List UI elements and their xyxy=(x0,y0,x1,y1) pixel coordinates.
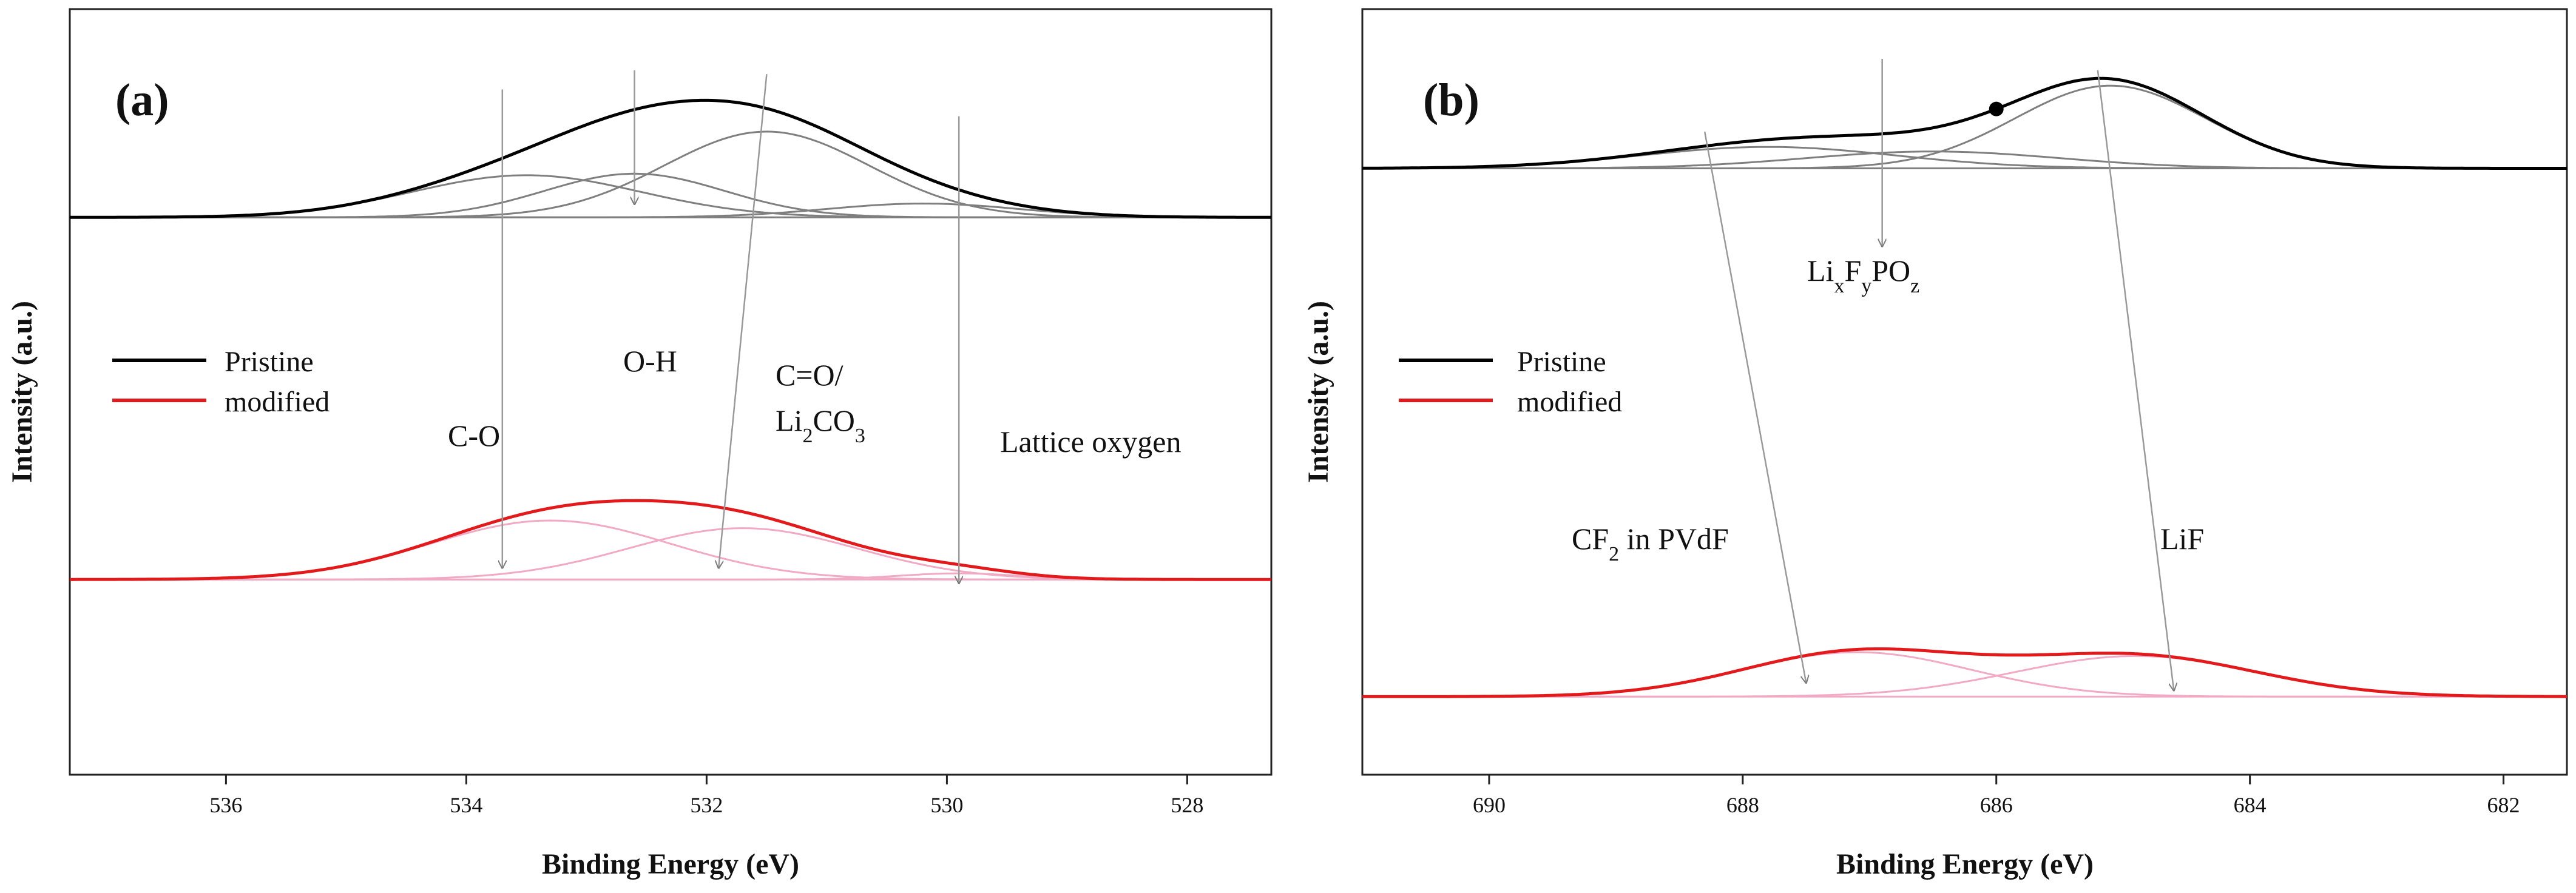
panel-b-envelope-curves xyxy=(1362,76,2567,698)
panel-a-pristine-component-2 xyxy=(70,130,1271,218)
panel-a-x-ticks: 536 534 532 530 528 xyxy=(209,775,1203,817)
panel-a-envelope-curves xyxy=(70,98,1271,581)
panel-b-plot-frame xyxy=(1361,8,2568,776)
panel-b-arrow-1 xyxy=(1703,131,1806,683)
panel-a-annotation-o-h: O-H xyxy=(623,344,677,378)
panel-a-pristine-envelope xyxy=(70,98,1271,219)
panel-b-legend-pristine: Pristine xyxy=(1517,346,1606,378)
panel-b-arrows xyxy=(1703,59,2174,690)
panel-b-modified-envelope xyxy=(1362,647,2567,698)
panel-b-annotation-lif: LiF xyxy=(2160,522,2204,556)
panel-a-pristine-component-1 xyxy=(70,172,1271,218)
panel-b-annotation-cf2-in-pvdf: CF2 in PVdF xyxy=(1572,522,1729,565)
panel-b-modified-component-0 xyxy=(1362,651,2567,698)
panel-a-x-tick-label-536: 536 xyxy=(209,793,242,817)
panel-b-annotation-lixfypoz: LixFyPOz xyxy=(1807,254,1919,297)
panel-a-plot-frame xyxy=(69,8,1273,776)
panel-a-x-tick-label-528: 528 xyxy=(1171,793,1203,817)
panel-a-annotation-lattice-oxygen: Lattice oxygen xyxy=(1000,425,1182,459)
panel-b-x-tick-label-688: 688 xyxy=(1726,793,1759,817)
panel-a-legend-modified: modified xyxy=(225,386,330,418)
panel-a-annotation-li2co3: Li2CO3 xyxy=(776,403,865,447)
panel-a-modified-component-0 xyxy=(70,519,1271,581)
panel-b-chart: 690 688 686 684 682 (b) Pristine modified Li… xyxy=(1302,8,2568,880)
panel-b-x-tick-label-686: 686 xyxy=(1980,793,2013,817)
panel-a-x-tick-label-530: 530 xyxy=(930,793,963,817)
panel-a-pristine-component-0 xyxy=(70,174,1271,218)
panel-a-arrow-2 xyxy=(718,74,768,568)
panel-a-arrows xyxy=(502,70,959,584)
panel-b-x-tick-label-682: 682 xyxy=(2487,793,2520,817)
panel-a-x-tick-label-532: 532 xyxy=(690,793,723,817)
panel-a-x-tick-label-534: 534 xyxy=(450,793,482,817)
panel-a-modified-envelope xyxy=(70,499,1271,581)
panel-b-x-tick-label-690: 690 xyxy=(1473,793,1506,817)
panel-b-pristine-envelope xyxy=(1362,76,2567,170)
panel-a-label: (a) xyxy=(115,75,169,126)
panel-b-marker-point xyxy=(1989,101,2004,116)
panel-b-y-axis-label: Intensity (a.u.) xyxy=(1302,301,1334,483)
panel-a-x-axis-label: Binding Energy (eV) xyxy=(542,848,799,880)
panel-b-label: (b) xyxy=(1423,75,1479,126)
panel-a-y-axis-label: Intensity (a.u.) xyxy=(6,301,38,483)
panel-a-legend-pristine: Pristine xyxy=(225,346,314,378)
panel-b-legend-modified: modified xyxy=(1517,386,1622,418)
panel-b-x-axis-label: Binding Energy (eV) xyxy=(1836,848,2094,880)
panel-b-arrow-2 xyxy=(2097,70,2174,690)
panel-b-x-ticks: 690 688 686 684 682 xyxy=(1473,775,2520,817)
panel-b-x-tick-label-684: 684 xyxy=(2234,793,2267,817)
panel-b-pristine-component-2 xyxy=(1362,84,2567,169)
panel-a-chart: 536 534 532 530 528 (a) Pristine modified C-… xyxy=(6,8,1273,880)
panel-a-annotation-c-o: C-O xyxy=(448,419,500,453)
panel-a-annotation-c-eq-o: C=O/ xyxy=(776,358,843,392)
panel-a-modified-component-1 xyxy=(70,527,1271,581)
